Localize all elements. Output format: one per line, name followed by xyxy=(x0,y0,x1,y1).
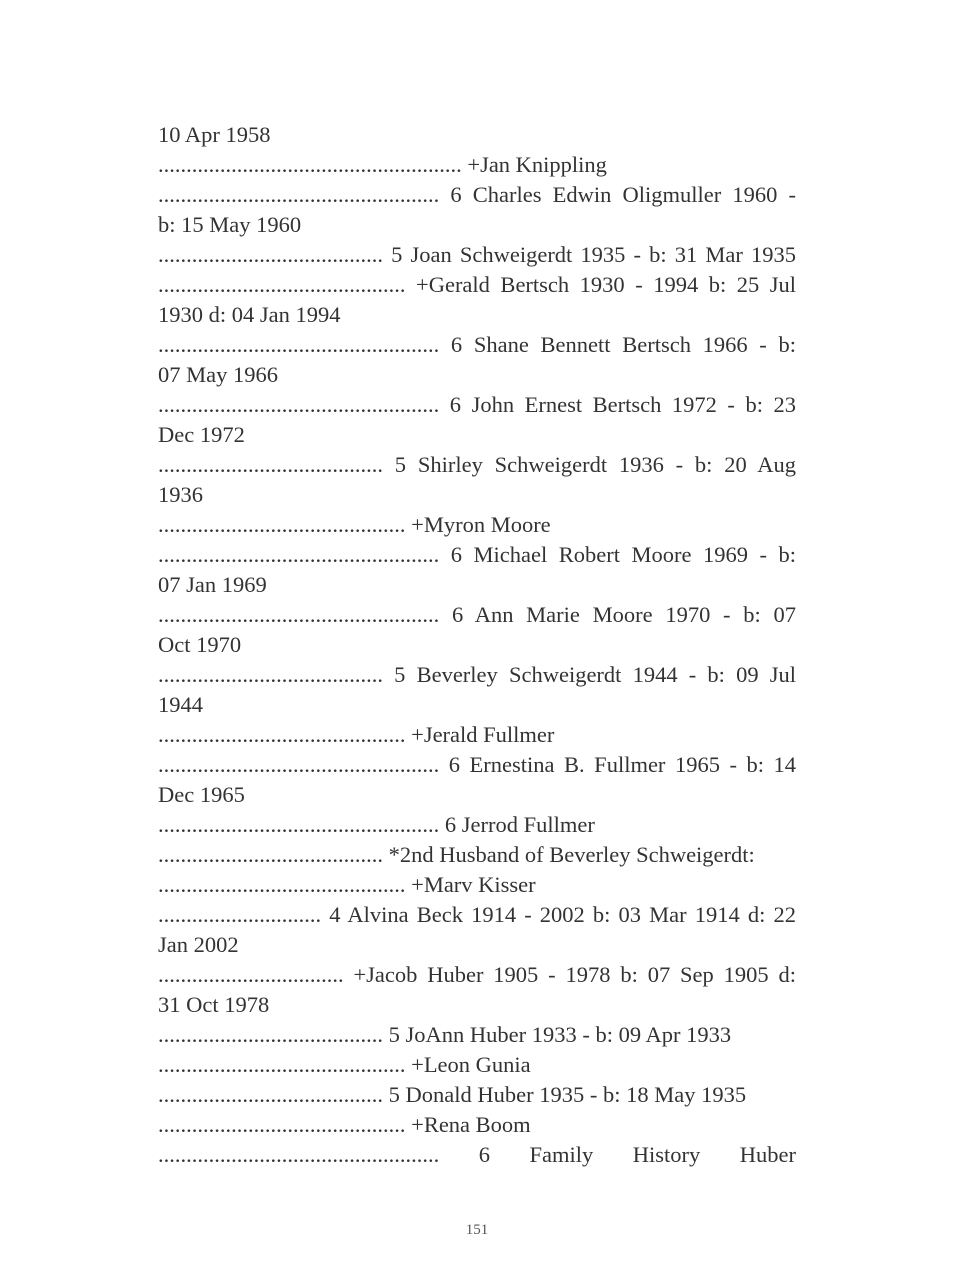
text-line: ........................................… xyxy=(158,542,796,567)
text-line: ........................................… xyxy=(158,842,755,867)
text-line: ........................................… xyxy=(158,1082,747,1107)
text-line: Dec 1972 xyxy=(158,422,245,447)
page-number: 151 xyxy=(465,1222,489,1238)
text-line: ........................................… xyxy=(158,602,796,627)
genealogy-descendant-list: 10 Apr 1958.............................… xyxy=(158,120,796,1170)
text-line: ........................................… xyxy=(158,812,595,837)
text-line: Dec 1965 xyxy=(158,782,245,807)
text-line: ........................................… xyxy=(158,1112,531,1137)
text-line: ........................................… xyxy=(158,242,796,267)
text-line: ........................................… xyxy=(158,662,796,687)
text-line: ........................................… xyxy=(158,1142,796,1167)
text-line: 1930 d: 04 Jan 1994 xyxy=(158,302,341,327)
text-line: ........................................… xyxy=(158,752,796,777)
text-line: ........................................… xyxy=(158,332,796,357)
text-line: ........................................… xyxy=(158,1052,531,1077)
text-line: ............................. 4 Alvina B… xyxy=(158,902,796,927)
text-line: 1944 xyxy=(158,692,203,717)
text-line: 31 Oct 1978 xyxy=(158,992,270,1017)
text-line: ........................................… xyxy=(158,392,796,417)
text-line: ........................................… xyxy=(158,452,796,477)
text-line: ........................................… xyxy=(158,872,536,897)
text-line: ........................................… xyxy=(158,182,796,207)
text-line: 1936 xyxy=(158,482,203,507)
text-line: ........................................… xyxy=(158,152,607,177)
text-line: ........................................… xyxy=(158,272,796,297)
text-line: ........................................… xyxy=(158,1022,732,1047)
text-line: 07 May 1966 xyxy=(158,362,278,387)
text-line: Jan 2002 xyxy=(158,932,239,957)
text-line: b: 15 May 1960 xyxy=(158,212,302,237)
text-line: ........................................… xyxy=(158,512,551,537)
text-line: ................................. +Jacob… xyxy=(158,962,796,987)
text-line: 07 Jan 1969 xyxy=(158,572,267,597)
text-line: ........................................… xyxy=(158,722,555,747)
text-line: Oct 1970 xyxy=(158,632,242,657)
text-line: 10 Apr 1958 xyxy=(158,122,271,147)
